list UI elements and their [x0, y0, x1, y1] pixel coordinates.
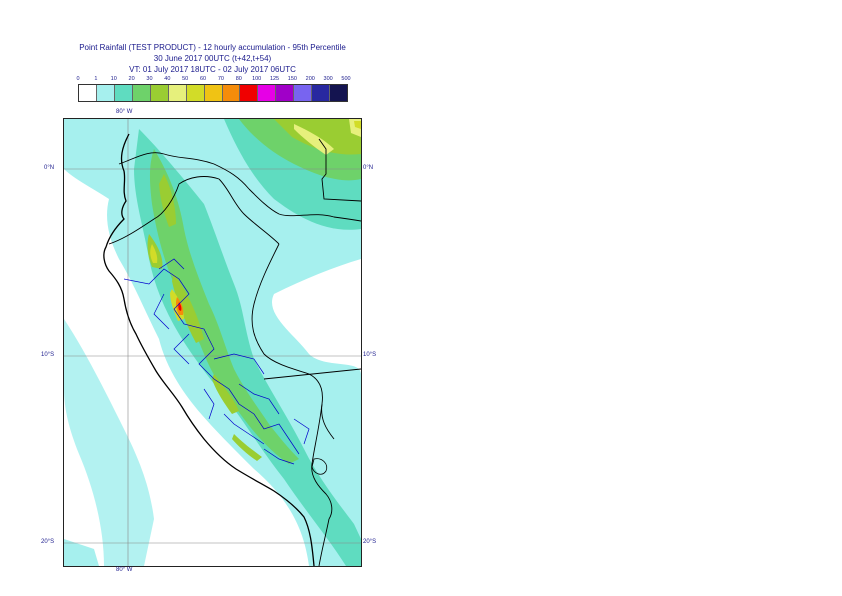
title-line-1: Point Rainfall (TEST PRODUCT) - 12 hourl…: [79, 43, 346, 52]
legend-swatch: [114, 85, 133, 101]
legend-tick-label: 100: [252, 76, 262, 82]
legend-swatch: [168, 85, 187, 101]
legend-tick-labels: 0 1 10 20 30 40 50 60 70 80 100 125 150 200 300 500: [76, 76, 351, 84]
legend-tick-label: 40: [164, 76, 171, 82]
border-brazil-bolivia: [263, 368, 361, 380]
legend-swatch: [222, 85, 241, 101]
lat-label-left-2: 20°S: [41, 539, 55, 545]
lon-label-bottom: 80° W: [116, 567, 133, 573]
legend-tick-label: 125: [269, 76, 280, 82]
legend-swatch: [276, 85, 295, 101]
precip-area-yellow-green-5: [232, 434, 262, 461]
legend-color-bar: [78, 84, 348, 102]
border-bolivia-chile: [318, 518, 330, 566]
precip-area-teal: [134, 129, 361, 566]
province-boundaries: [123, 258, 310, 465]
legend-tick-label: 0: [76, 76, 80, 82]
border-peru-ecuador: [108, 176, 220, 245]
rainfall-map: [64, 119, 361, 566]
lat-label-right-0: 0°N: [363, 165, 374, 171]
precip-area-yellow-2: [150, 244, 158, 263]
coastline: [103, 133, 315, 566]
precip-area-light-cyan-ocean-bands: [64, 319, 154, 566]
title-line-2: 30 June 2017 00UTC (t+42,t+54): [153, 54, 272, 63]
lat-label-left-0: 0°N: [44, 165, 55, 171]
legend-swatch: [312, 85, 331, 101]
lat-label-right-2: 20°S: [363, 539, 377, 545]
border-peru-colombia: [218, 178, 280, 245]
title-line-3: VT: 01 July 2017 18UTC - 02 July 2017 06…: [129, 65, 296, 74]
legend-swatch: [96, 85, 115, 101]
legend-tick-label: 150: [287, 76, 297, 82]
precip-area-light-yellow-1: [294, 124, 334, 155]
legend-swatch: [186, 85, 205, 101]
precip-area-yellow-green-1: [159, 174, 176, 227]
legend-tick-label: 80: [235, 76, 242, 82]
precip-area-light-cyan-left-edge: [64, 539, 99, 566]
legend-swatch: [150, 85, 169, 101]
map-title: Point Rainfall (TEST PRODUCT) - 12 hourl…: [60, 42, 365, 75]
map-panel: [63, 118, 362, 567]
legend-tick-label: 300: [323, 76, 333, 82]
legend-swatch: [79, 85, 97, 101]
legend-tick-label: 200: [305, 76, 315, 82]
border-peru-bolivia: [311, 403, 333, 520]
legend-tick-label: 500: [341, 76, 351, 82]
lat-label-left-1: 10°S: [41, 352, 55, 358]
legend-tick-label: 10: [110, 76, 117, 82]
legend-swatch: [294, 85, 313, 101]
lon-label-top: 80° W: [116, 109, 133, 115]
legend-tick-label: 50: [182, 76, 189, 82]
border-colombia-venezuela: [318, 138, 361, 202]
legend-tick-label: 70: [217, 76, 224, 82]
lat-label-right-1: 10°S: [363, 352, 377, 358]
legend-tick-label: 1: [94, 76, 98, 82]
legend-swatch: [204, 85, 223, 101]
precip-area-yellow-green-3: [172, 274, 204, 343]
legend-tick-label: 20: [128, 76, 135, 82]
lake-titicaca: [311, 458, 328, 475]
color-legend: 0 1 10 20 30 40 50 60 70 80 100 125 150 200 300 500: [76, 76, 351, 102]
legend-swatch: [240, 85, 259, 101]
border-ecuador-colombia: [118, 152, 250, 190]
border-colombia-brazil: [248, 188, 361, 222]
precip-area-yellow-3: [354, 121, 361, 129]
legend-swatch: [132, 85, 151, 101]
precip-area-yellow-green-4: [212, 374, 239, 414]
legend-swatch: [330, 85, 348, 101]
legend-tick-label: 60: [200, 76, 207, 82]
legend-tick-label: 30: [146, 76, 153, 82]
legend-swatch: [258, 85, 277, 101]
